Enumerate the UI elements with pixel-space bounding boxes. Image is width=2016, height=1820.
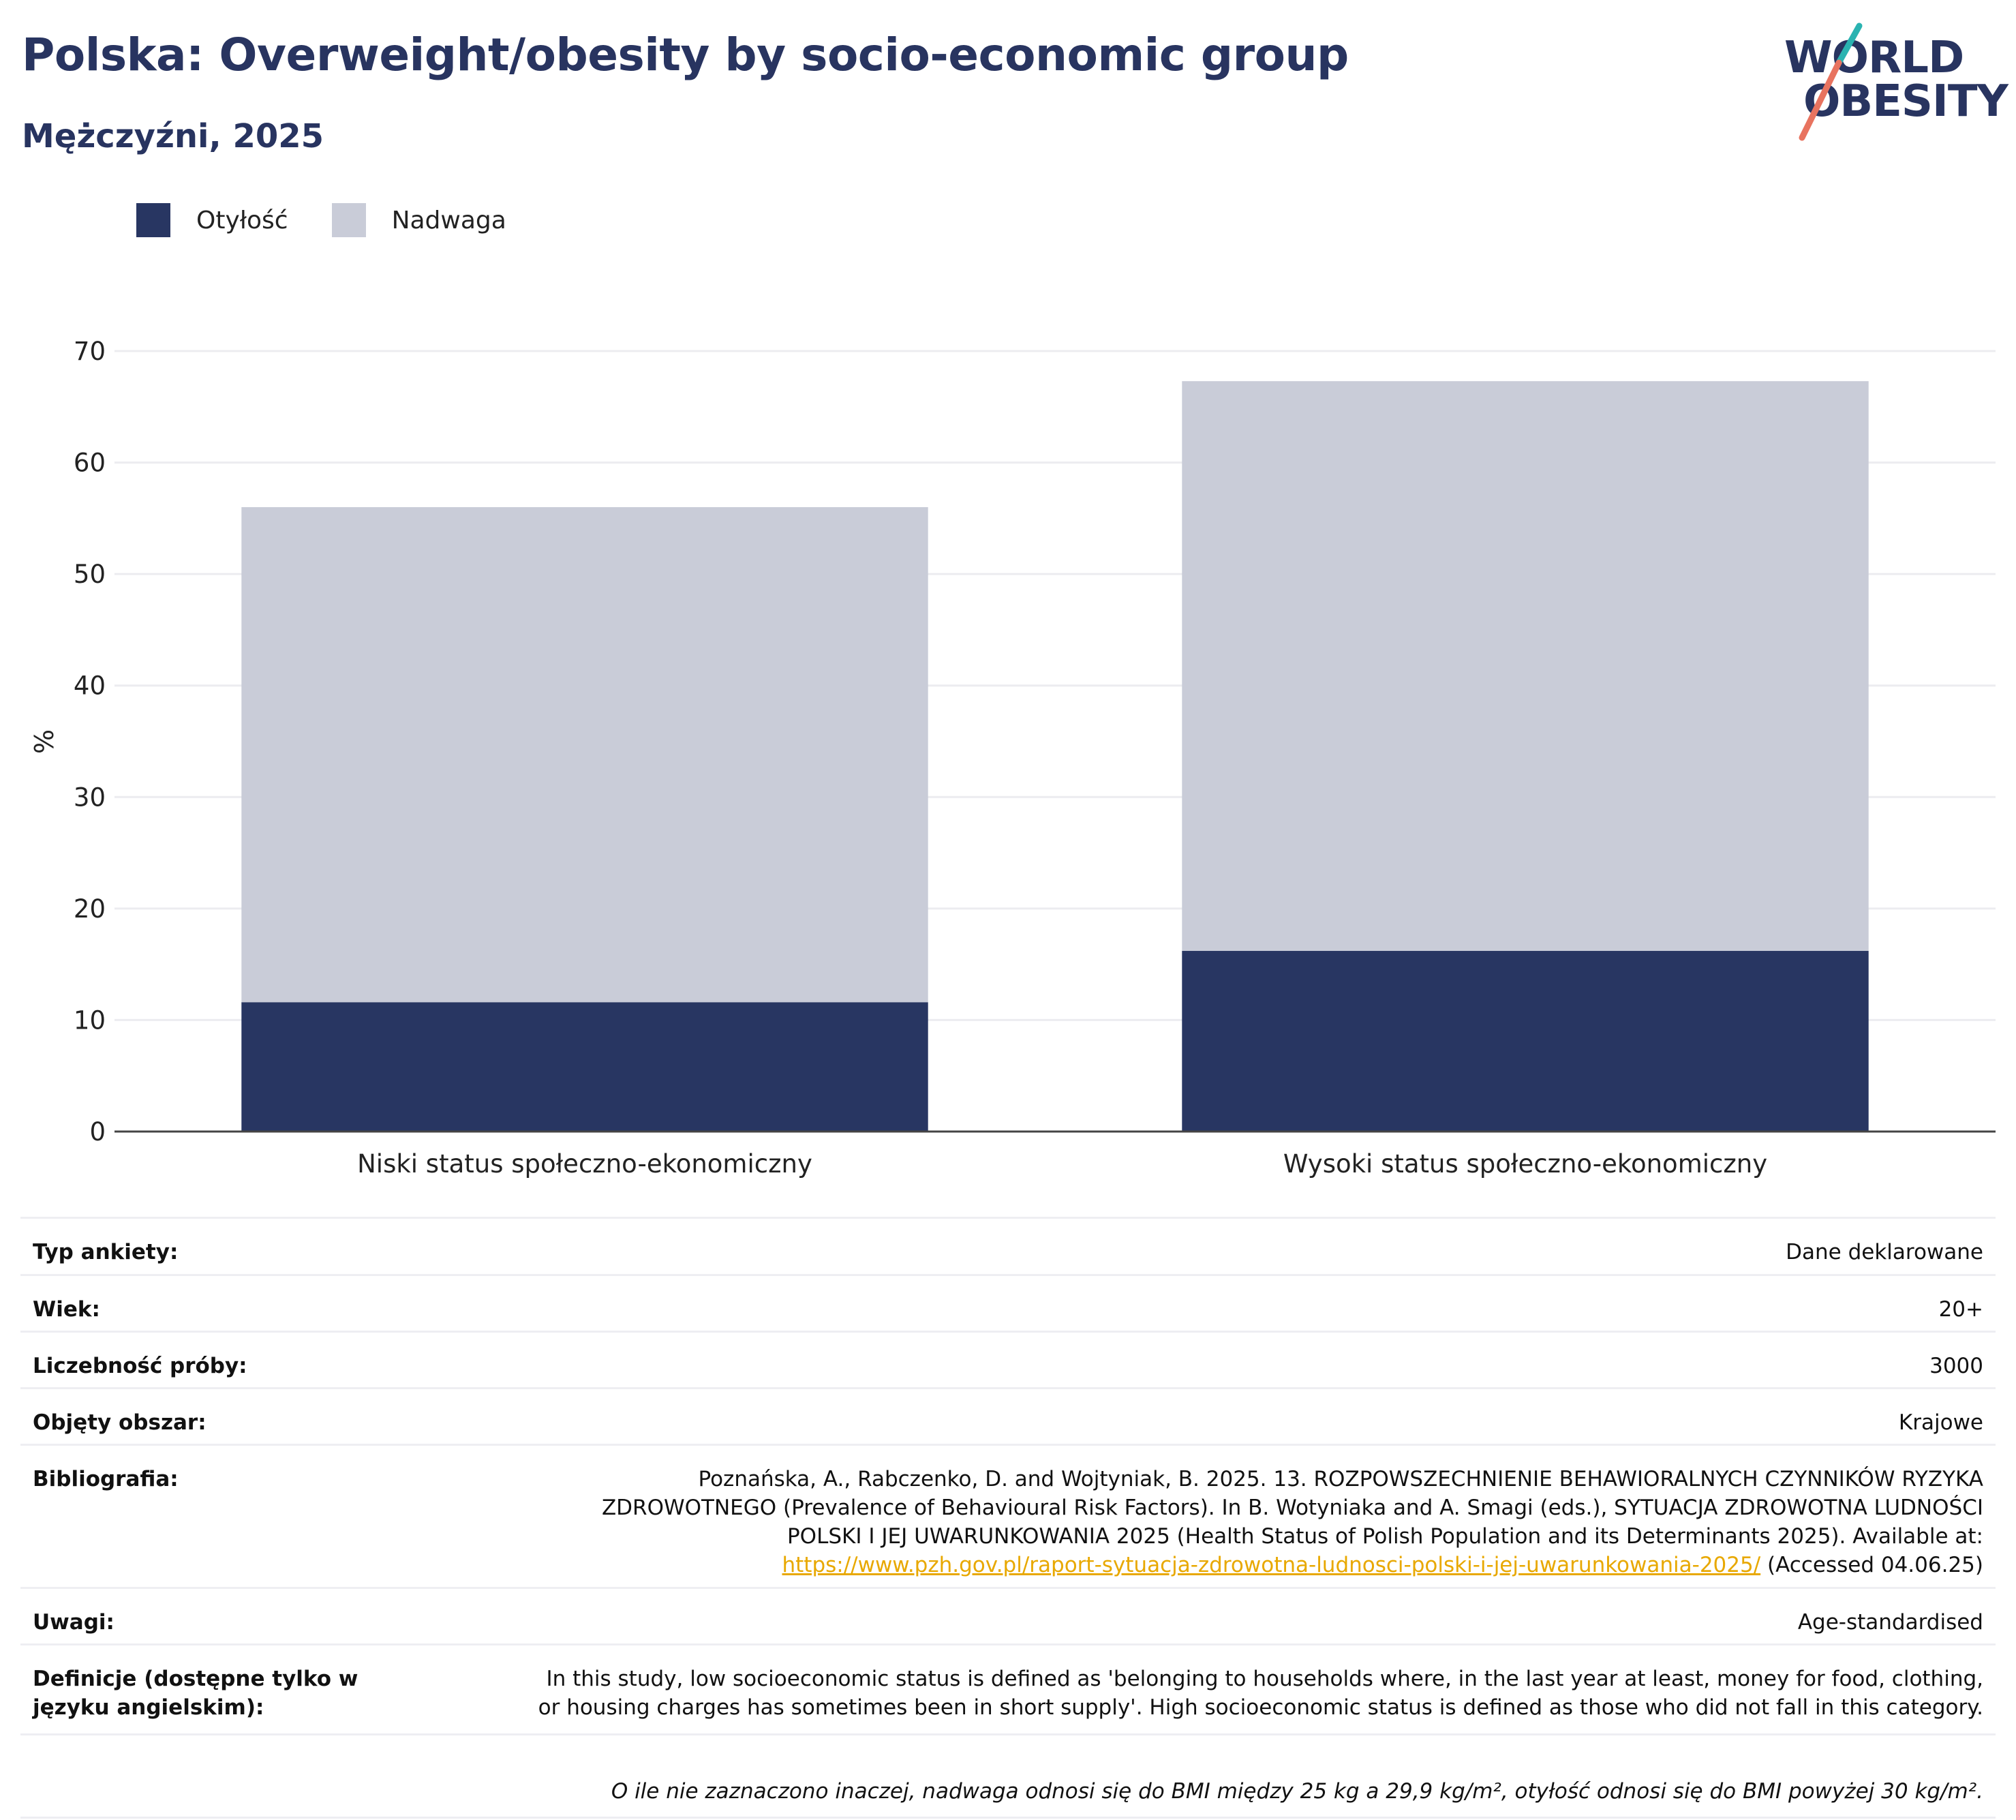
legend-item-obesity[interactable]: Otyłość xyxy=(136,203,288,237)
x-axis-labels: Niski status społeczno-ekonomiczny Wysoki… xyxy=(357,1149,1767,1179)
meta-row-sample-size: Liczebność próby: 3000 xyxy=(20,1331,1996,1387)
meta-label-survey-type: Typ ankiety: xyxy=(33,1240,179,1264)
bar-obesity-0[interactable] xyxy=(241,1002,928,1132)
meta-label-bibliography: Bibliografia: xyxy=(33,1467,179,1491)
bibliography-link[interactable]: https://www.pzh.gov.pl/raport-sytuacja-z… xyxy=(782,1553,1761,1577)
y-axis-label: % xyxy=(29,729,59,754)
bmi-footnote: O ile nie zaznaczono inaczej, nadwaga od… xyxy=(611,1779,1983,1804)
bar-obesity-1[interactable] xyxy=(1182,951,1869,1132)
chart-bars xyxy=(241,381,1869,1132)
meta-value-age: 20+ xyxy=(1938,1297,1983,1322)
metadata-table: Typ ankiety: Dane deklarowane Wiek: 20+ … xyxy=(20,1217,1996,1755)
x-category-label: Wysoki status społeczno-ekonomiczny xyxy=(1283,1149,1767,1179)
definitions-line2: or housing charges has sometimes been in… xyxy=(538,1695,1983,1720)
meta-label-age: Wiek: xyxy=(33,1297,100,1322)
legend-item-overweight[interactable]: Nadwaga xyxy=(331,203,506,237)
meta-value-bibliography: Poznańska, A., Rabczenko, D. and Wojtyni… xyxy=(602,1465,1983,1579)
bibliography-line2: ZDROWOTNEGO (Prevalence of Behavioural R… xyxy=(601,1496,1983,1520)
meta-value-sample-size: 3000 xyxy=(1929,1354,1983,1378)
page-subtitle: Mężczyźni, 2025 xyxy=(22,117,324,155)
legend-swatch-overweight xyxy=(331,203,366,237)
bottom-divider xyxy=(20,1817,1996,1819)
meta-value-survey-type: Dane deklarowane xyxy=(1786,1240,1983,1264)
y-tick-label: 30 xyxy=(74,783,106,812)
legend-swatch-obesity xyxy=(136,203,170,237)
stacked-bar-chart: 0 10 20 30 40 50 60 70 Niski status społeczno-e… xyxy=(29,337,1996,1179)
meta-row-area: Objęty obszar: Krajowe xyxy=(20,1387,1996,1444)
bibliography-line3: POLSKI I JEJ UWARUNKOWANIA 2025 (Health … xyxy=(786,1524,1983,1549)
world-obesity-logo: WORLD OBESITY xyxy=(1772,20,2009,150)
y-tick-label: 50 xyxy=(74,560,106,589)
meta-label-area: Objęty obszar: xyxy=(33,1410,207,1435)
y-tick-label: 70 xyxy=(74,337,106,366)
y-tick-label: 40 xyxy=(74,671,106,701)
meta-value-notes: Age-standardised xyxy=(1797,1610,1983,1635)
meta-row-notes: Uwagi: Age-standardised xyxy=(20,1587,1996,1643)
y-tick-label: 10 xyxy=(74,1005,106,1035)
meta-row-survey-type: Typ ankiety: Dane deklarowane xyxy=(20,1217,1996,1274)
logo-line1: WORLD xyxy=(1784,33,1964,83)
x-category-label: Niski status społeczno-ekonomiczny xyxy=(357,1149,812,1179)
meta-row-definitions: Definicje (dostępne tylko w języku angie… xyxy=(20,1643,1996,1733)
meta-value-definitions: In this study, low socioeconomic status … xyxy=(538,1665,1983,1722)
meta-row-age: Wiek: 20+ xyxy=(20,1274,1996,1331)
y-axis-ticks: 0 10 20 30 40 50 60 70 xyxy=(74,337,106,1147)
legend-label-obesity: Otyłość xyxy=(196,206,288,234)
meta-row-footnote-divider xyxy=(20,1733,1996,1755)
meta-value-area: Krajowe xyxy=(1898,1410,1983,1435)
y-tick-label: 60 xyxy=(74,449,106,478)
logo-line2: OBESITY xyxy=(1803,76,2009,127)
bar-overweight-1[interactable] xyxy=(1182,381,1869,952)
bar-overweight-0[interactable] xyxy=(241,507,928,1003)
chart-legend: Otyłość Nadwaga xyxy=(136,203,550,237)
legend-label-overweight: Nadwaga xyxy=(391,206,506,234)
y-tick-label: 0 xyxy=(89,1117,106,1147)
meta-label-definitions: Definicje (dostępne tylko w języku angie… xyxy=(33,1667,358,1720)
meta-label-notes: Uwagi: xyxy=(33,1610,114,1635)
meta-label-sample-size: Liczebność próby: xyxy=(33,1354,247,1378)
page-title: Polska: Overweight/obesity by socio-econ… xyxy=(22,29,1349,81)
meta-row-bibliography: Bibliografia: Poznańska, A., Rabczenko, … xyxy=(20,1444,1996,1587)
bibliography-line1: Poznańska, A., Rabczenko, D. and Wojtyni… xyxy=(698,1467,1984,1491)
y-tick-label: 20 xyxy=(74,894,106,924)
logo-slash-icon xyxy=(1799,22,1863,141)
definitions-line1: In this study, low socioeconomic status … xyxy=(546,1667,1983,1691)
bibliography-accessed: (Accessed 04.06.25) xyxy=(1760,1553,1983,1577)
